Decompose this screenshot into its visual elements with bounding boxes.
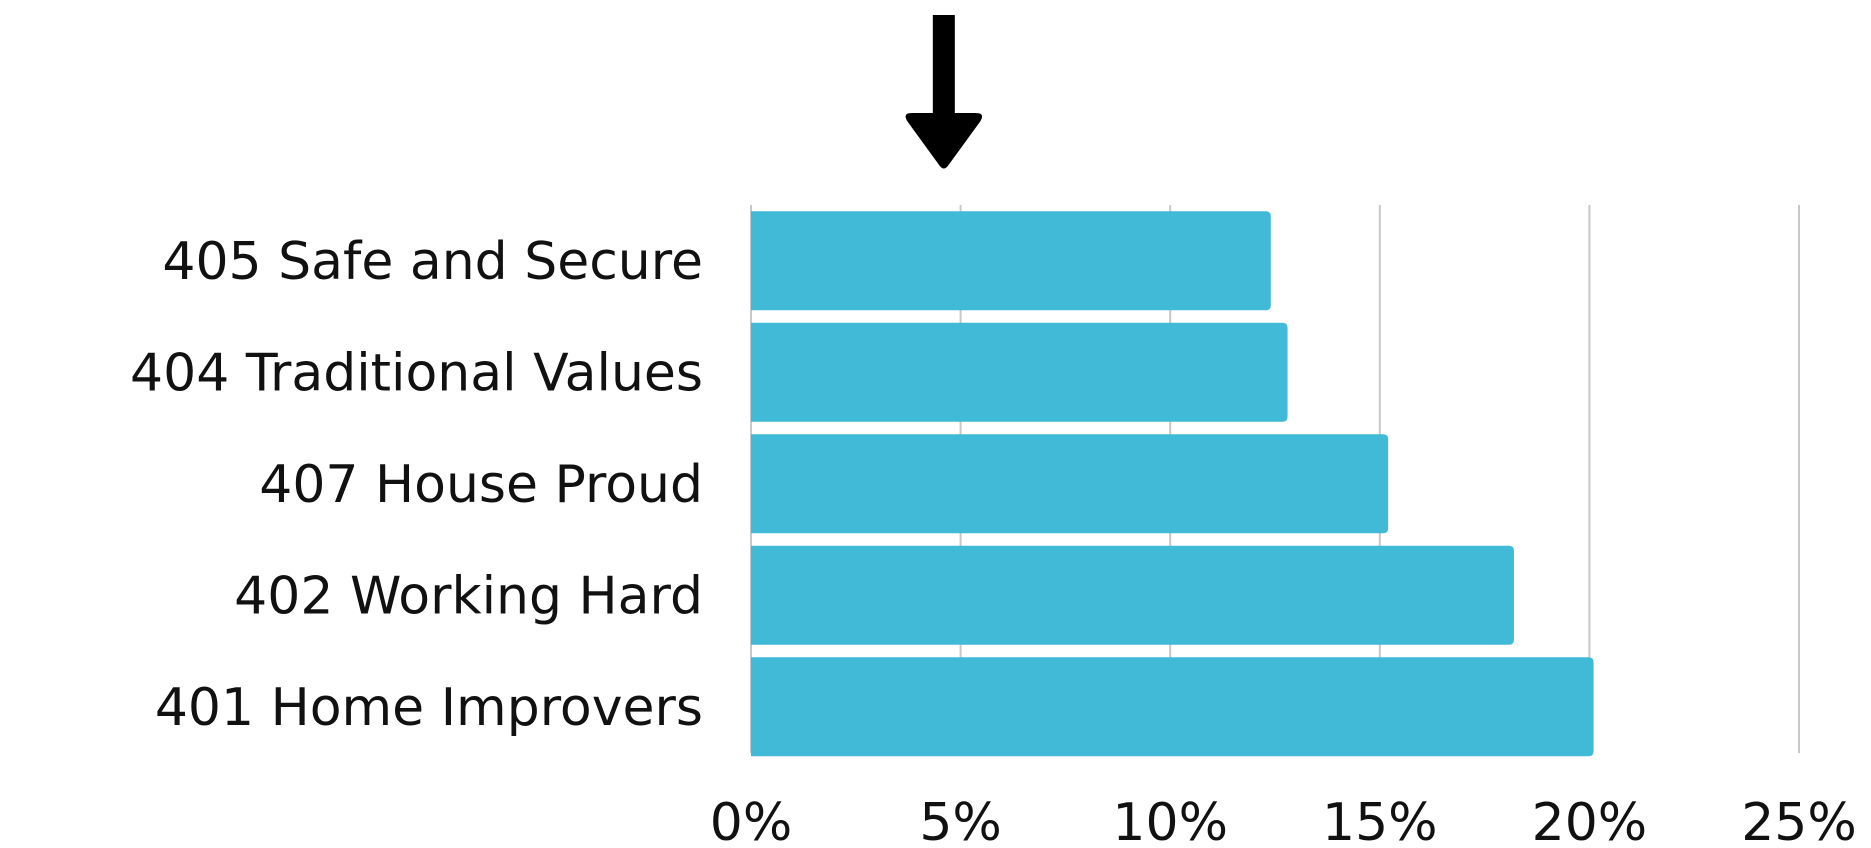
bar bbox=[751, 657, 1594, 757]
x-tick-labels: 0% 5% 10% 15% 20% 25% bbox=[710, 793, 1857, 848]
pointer-arrow-icon bbox=[905, 15, 983, 169]
category-label: 401 Home Improvers bbox=[155, 678, 703, 738]
x-tick-label: 5% bbox=[919, 793, 1002, 848]
x-tick-label: 0% bbox=[710, 793, 793, 848]
bar bbox=[751, 211, 1271, 311]
category-labels: 405 Safe and Secure 404 Traditional Value… bbox=[130, 232, 703, 738]
bar bbox=[751, 545, 1514, 645]
category-label: 404 Traditional Values bbox=[130, 343, 703, 403]
arrow-shaft bbox=[932, 15, 955, 127]
x-tick-label: 15% bbox=[1322, 793, 1438, 848]
x-tick-label: 20% bbox=[1532, 793, 1648, 848]
x-tick-label: 25% bbox=[1741, 793, 1857, 848]
category-label: 405 Safe and Secure bbox=[162, 232, 703, 292]
category-label: 407 House Proud bbox=[259, 455, 703, 515]
bar bbox=[751, 434, 1389, 534]
arrow-head bbox=[905, 113, 983, 169]
bar bbox=[751, 322, 1288, 422]
category-label: 402 Working Hard bbox=[234, 566, 703, 626]
bars bbox=[751, 211, 1594, 757]
x-tick-label: 10% bbox=[1112, 793, 1228, 848]
